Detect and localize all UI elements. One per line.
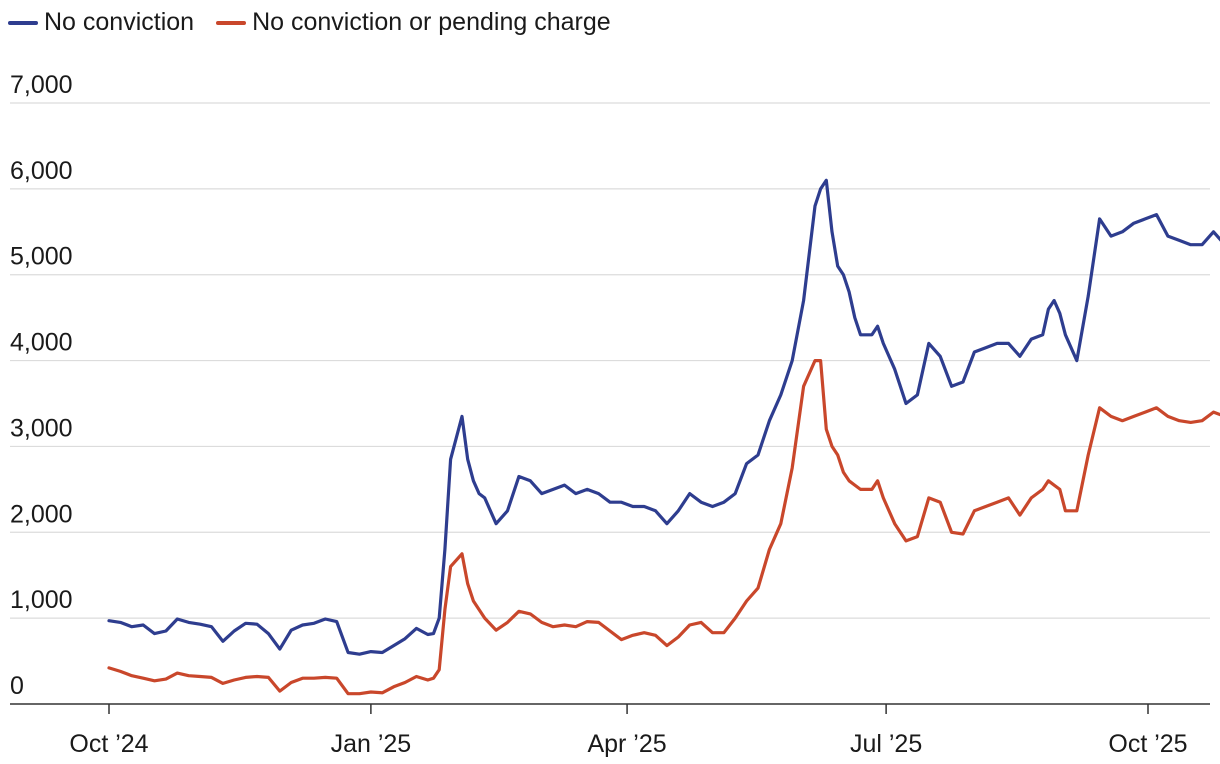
x-tick-label: Jan ’25	[331, 730, 412, 758]
x-tick-label: Oct ’25	[1108, 730, 1187, 758]
y-tick-label: 1,000	[10, 586, 73, 614]
legend-label-no-conviction: No conviction	[44, 8, 195, 36]
x-axis: Oct ’24 Jan ’25 Apr ’25 Jul ’25 Oct ’25	[10, 703, 1210, 758]
legend-item-no-conviction: No conviction	[8, 8, 194, 37]
x-tick-label: Jul ’25	[850, 730, 922, 758]
y-tick-label: 5,000	[10, 243, 73, 271]
x-tick-label: Apr ’25	[587, 730, 666, 758]
legend-swatch-no-conviction-or-pending	[216, 20, 247, 25]
series-line-no-conviction	[107, 178, 1220, 656]
gridlines	[10, 102, 1210, 619]
y-tick-label: 0	[10, 672, 24, 700]
y-tick-label: 7,000	[10, 71, 73, 99]
series-line-no-conviction-or-pending	[107, 359, 1220, 696]
legend-label-no-conviction-or-pending: No conviction or pending charge	[252, 8, 611, 36]
series-lines	[107, 178, 1220, 696]
legend-swatch-no-conviction	[8, 20, 38, 25]
y-tick-label: 6,000	[10, 157, 73, 185]
y-tick-label: 4,000	[10, 329, 73, 357]
x-tick-label: Oct ’24	[69, 730, 148, 758]
y-tick-label: 3,000	[10, 414, 73, 442]
legend-item-no-conviction-or-pending: No conviction or pending charge	[216, 8, 611, 37]
legend: No conviction No conviction or pending c…	[8, 8, 611, 37]
y-tick-label: 2,000	[10, 500, 73, 528]
y-axis-ticks: 0 1,000 2,000 3,000 4,000 5,000 6,000 7,000	[10, 71, 73, 700]
